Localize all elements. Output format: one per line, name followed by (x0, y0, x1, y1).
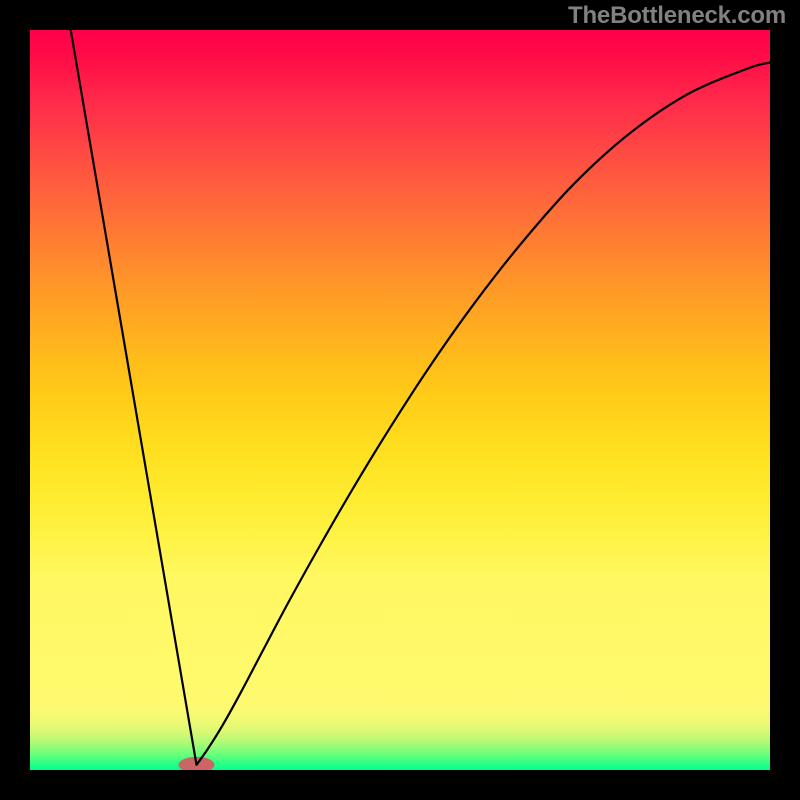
watermark-text: TheBottleneck.com (568, 2, 786, 30)
gradient-background (30, 30, 770, 770)
chart-frame: TheBottleneck.com (0, 0, 800, 800)
plot-area (30, 30, 770, 770)
